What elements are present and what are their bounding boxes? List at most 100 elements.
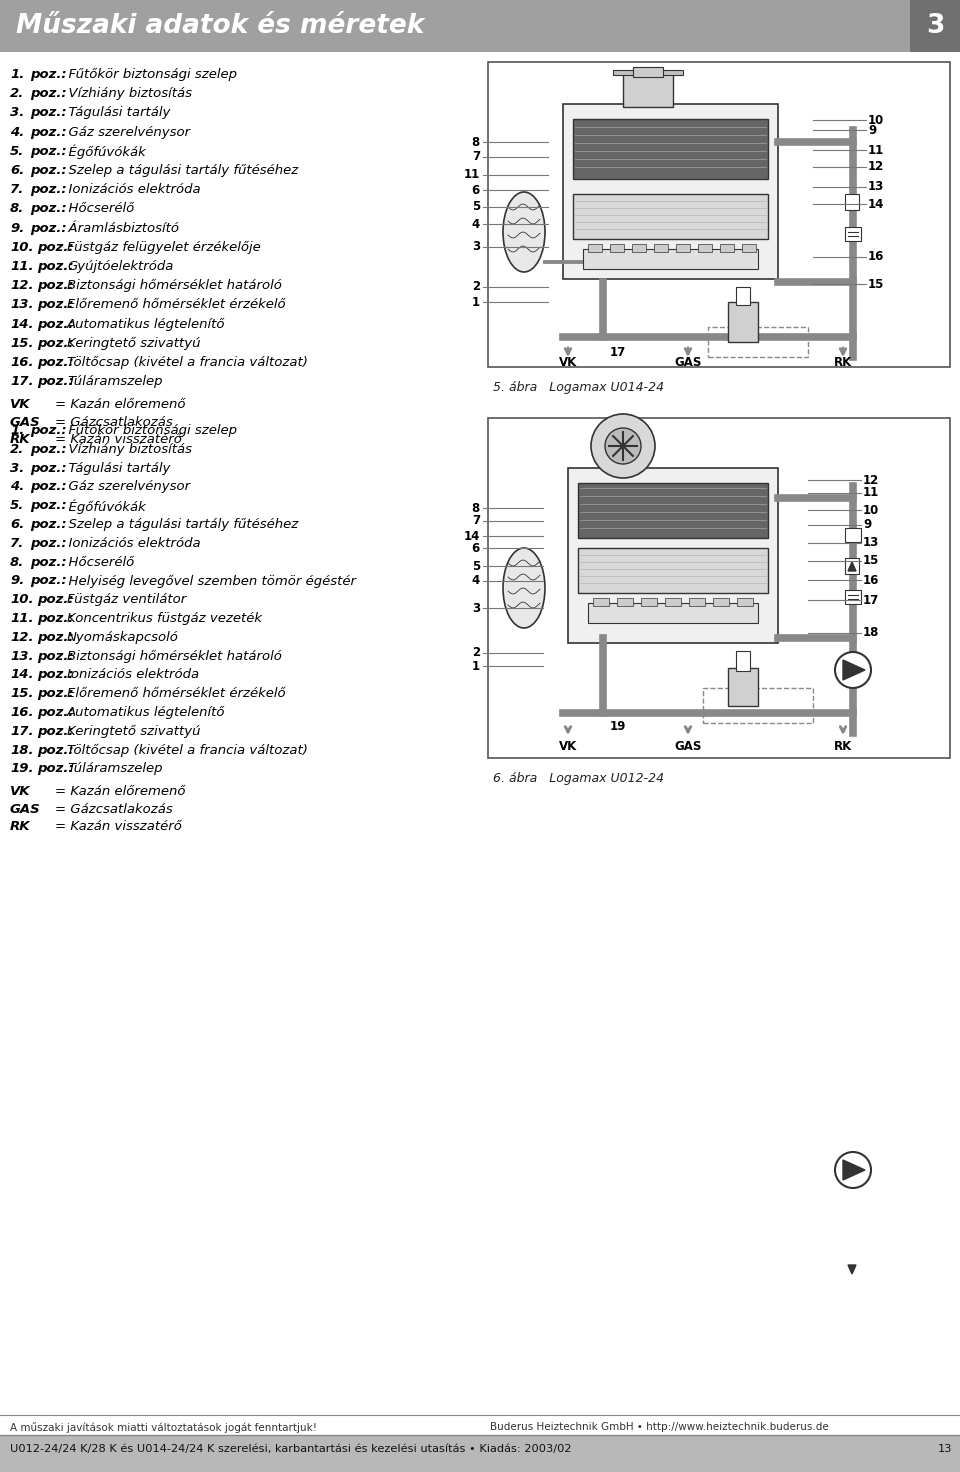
Text: 13.: 13. bbox=[10, 649, 34, 662]
Text: A műszaki javítások miatti változtatások jogát fenntartjuk!: A műszaki javítások miatti változtatások… bbox=[10, 1422, 317, 1432]
Bar bbox=[713, 598, 729, 606]
Text: 7: 7 bbox=[472, 150, 480, 163]
Bar bbox=[617, 598, 633, 606]
Text: 3.: 3. bbox=[10, 462, 24, 474]
Text: RK: RK bbox=[834, 356, 852, 368]
Bar bbox=[588, 604, 758, 623]
Bar bbox=[728, 668, 758, 707]
Polygon shape bbox=[843, 1160, 865, 1181]
Text: Biztonsági hőmérséklet határoló: Biztonsági hőmérséklet határoló bbox=[67, 280, 282, 293]
Circle shape bbox=[835, 652, 871, 687]
Ellipse shape bbox=[503, 191, 545, 272]
Text: Helyiség levegővel szemben tömör égéstér: Helyiség levegővel szemben tömör égéstér bbox=[60, 574, 356, 587]
Text: 5: 5 bbox=[471, 200, 480, 213]
Bar bbox=[573, 194, 768, 238]
Text: 8.: 8. bbox=[10, 555, 24, 568]
Text: GAS: GAS bbox=[10, 802, 40, 815]
Text: 4.: 4. bbox=[10, 480, 24, 493]
Text: RK: RK bbox=[10, 820, 31, 833]
Text: 13: 13 bbox=[863, 536, 879, 549]
Text: 16.: 16. bbox=[10, 707, 34, 718]
Text: Buderus Heiztechnik GmbH • http://www.heiztechnik.buderus.de: Buderus Heiztechnik GmbH • http://www.he… bbox=[490, 1422, 828, 1432]
Ellipse shape bbox=[503, 548, 545, 629]
Text: Fűtőkör biztonsági szelep: Fűtőkör biztonsági szelep bbox=[60, 424, 237, 437]
Text: poz.:: poz.: bbox=[30, 106, 66, 119]
Text: poz.:: poz.: bbox=[30, 499, 66, 512]
Text: = Kazán visszatérő: = Kazán visszatérő bbox=[55, 433, 181, 446]
Text: Töltőcsap (kivétel a francia változat): Töltőcsap (kivétel a francia változat) bbox=[67, 356, 308, 369]
Bar bbox=[910, 0, 960, 52]
Bar bbox=[623, 72, 673, 107]
Text: poz.:: poz.: bbox=[37, 707, 74, 718]
Text: poz.:: poz.: bbox=[37, 724, 74, 737]
Text: Előremenő hőmérséklet érzékelő: Előremenő hőmérséklet érzékelő bbox=[67, 687, 286, 701]
Text: 2: 2 bbox=[472, 281, 480, 293]
Text: 2.: 2. bbox=[10, 443, 24, 456]
Text: 14.: 14. bbox=[10, 668, 34, 682]
Text: 5.: 5. bbox=[10, 499, 24, 512]
Text: 13: 13 bbox=[938, 1444, 952, 1454]
Text: 6.: 6. bbox=[10, 518, 24, 531]
Text: 3.: 3. bbox=[10, 106, 24, 119]
Text: poz.:: poz.: bbox=[30, 555, 66, 568]
Text: = Gázcsatlakozás: = Gázcsatlakozás bbox=[55, 417, 173, 428]
Text: 4: 4 bbox=[471, 574, 480, 587]
Text: 8: 8 bbox=[471, 135, 480, 149]
Text: 5: 5 bbox=[471, 559, 480, 573]
Text: 12.: 12. bbox=[10, 631, 34, 643]
Bar bbox=[728, 302, 758, 342]
Bar bbox=[632, 244, 646, 252]
Text: 9.: 9. bbox=[10, 222, 24, 234]
Bar bbox=[742, 244, 756, 252]
Text: 10: 10 bbox=[868, 113, 884, 127]
Text: 16: 16 bbox=[868, 250, 884, 263]
Text: Hőcserélő: Hőcserélő bbox=[60, 555, 134, 568]
Text: Gáz szerelvénysor: Gáz szerelvénysor bbox=[60, 480, 190, 493]
Text: 11: 11 bbox=[464, 168, 480, 181]
Text: 1.: 1. bbox=[10, 68, 24, 81]
Text: Szelep a tágulási tartály fűtéséhez: Szelep a tágulási tartály fűtéséhez bbox=[60, 518, 299, 531]
Text: 16: 16 bbox=[863, 574, 879, 586]
Text: 19.: 19. bbox=[10, 762, 34, 776]
Text: 14: 14 bbox=[464, 530, 480, 543]
Text: 8: 8 bbox=[471, 502, 480, 515]
Text: 15.: 15. bbox=[10, 687, 34, 701]
Text: poz.:: poz.: bbox=[37, 687, 74, 701]
Bar bbox=[613, 71, 683, 75]
Text: poz.:: poz.: bbox=[30, 87, 66, 100]
Text: 4: 4 bbox=[471, 218, 480, 231]
Text: poz.:: poz.: bbox=[37, 241, 74, 253]
Text: 11.: 11. bbox=[10, 612, 34, 626]
Text: Szelep a tágulási tartály fűtéséhez: Szelep a tágulási tartály fűtéséhez bbox=[60, 163, 299, 177]
Bar bbox=[703, 687, 813, 723]
Text: 16.: 16. bbox=[10, 356, 34, 369]
Text: 12: 12 bbox=[863, 474, 879, 487]
Text: Gyújtóelektróda: Gyújtóelektróda bbox=[67, 261, 174, 272]
Bar bbox=[0, 1435, 960, 1472]
Text: poz.:: poz.: bbox=[37, 649, 74, 662]
Text: 3: 3 bbox=[472, 602, 480, 614]
Text: Automatikus légtelenítő: Automatikus légtelenítő bbox=[67, 318, 226, 331]
Text: 8.: 8. bbox=[10, 203, 24, 215]
Bar bbox=[488, 62, 950, 367]
Bar bbox=[654, 244, 668, 252]
Bar bbox=[845, 528, 861, 542]
Bar bbox=[573, 119, 768, 180]
Text: Füstgáz felügyelet érzékelője: Füstgáz felügyelet érzékelője bbox=[67, 241, 261, 255]
Bar bbox=[736, 651, 750, 671]
Bar bbox=[845, 558, 859, 574]
Bar bbox=[641, 598, 657, 606]
Text: poz.:: poz.: bbox=[30, 574, 66, 587]
Text: Koncentrikus füstgáz vezeték: Koncentrikus füstgáz vezeték bbox=[67, 612, 262, 626]
Text: VK: VK bbox=[10, 785, 31, 798]
Text: 13: 13 bbox=[868, 181, 884, 193]
Text: Hőcserélő: Hőcserélő bbox=[60, 203, 134, 215]
Text: Automatikus légtelenítő: Automatikus légtelenítő bbox=[67, 707, 226, 720]
Text: 6. ábra   Logamax U012-24: 6. ábra Logamax U012-24 bbox=[493, 771, 664, 785]
Bar bbox=[698, 244, 712, 252]
Text: poz.:: poz.: bbox=[37, 318, 74, 331]
Text: 7.: 7. bbox=[10, 183, 24, 196]
Text: Tágulási tartály: Tágulási tartály bbox=[60, 106, 170, 119]
Text: 11: 11 bbox=[868, 143, 884, 156]
Text: Vízhiány biztosítás: Vízhiány biztosítás bbox=[60, 87, 192, 100]
